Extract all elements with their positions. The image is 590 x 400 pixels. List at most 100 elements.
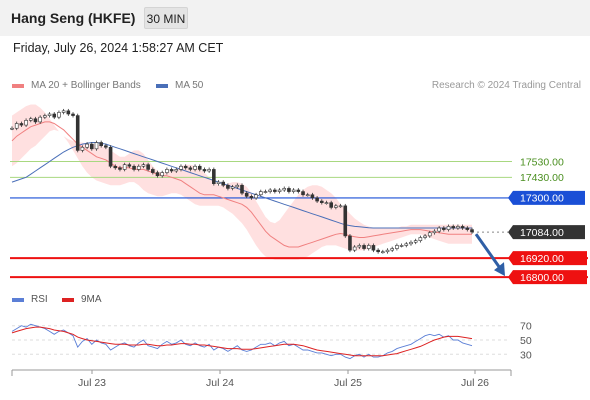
- candle-body: [99, 142, 103, 146]
- candle-body: [390, 248, 395, 251]
- legend-rsi: RSI: [12, 294, 48, 305]
- candle-body: [66, 110, 71, 115]
- bollinger-band: [12, 104, 472, 260]
- x-tick-label: Jul 26: [461, 377, 489, 389]
- x-tick-label: Jul 23: [78, 377, 106, 389]
- rsi-tick-70: 70: [520, 321, 532, 333]
- rsi-line: [11, 323, 473, 360]
- candle-body: [19, 123, 24, 126]
- candle-body: [244, 192, 249, 197]
- candle-body: [334, 205, 338, 208]
- instrument-title: Hang Seng (HKFE): [11, 10, 136, 26]
- candle-body: [385, 249, 390, 253]
- candle-body: [456, 226, 460, 229]
- ma50-legend-label: MA 50: [175, 80, 204, 91]
- candles: [10, 108, 474, 254]
- level-label-17430.00: 17430.00: [520, 172, 564, 184]
- candle-body: [141, 164, 146, 167]
- candle-body: [221, 181, 226, 186]
- candle-body: [305, 194, 310, 197]
- candle-body: [277, 189, 282, 192]
- ma20-swatch: [12, 83, 24, 88]
- candle-body: [122, 164, 127, 170]
- candle-body: [296, 189, 301, 192]
- level-label-16800.00: 16800.00: [520, 272, 564, 284]
- candle-body: [362, 245, 366, 249]
- candle-body: [249, 196, 254, 199]
- candle-body: [413, 240, 418, 243]
- candle-body: [38, 116, 42, 123]
- candle-body: [118, 167, 122, 170]
- interval-button[interactable]: 30 MIN: [144, 7, 188, 29]
- candle-body: [315, 197, 319, 202]
- ma50-swatch: [156, 83, 168, 88]
- candle-body: [451, 226, 456, 229]
- level-tag-16920.00: [508, 251, 587, 266]
- rsi-swatch: [12, 297, 24, 302]
- candle-body: [254, 194, 258, 199]
- forecast-arrow-shaft: [474, 233, 502, 269]
- candle-body: [193, 165, 197, 170]
- level-label-16920.00: 16920.00: [520, 253, 564, 265]
- candle-body: [263, 191, 268, 193]
- candle-body: [207, 169, 211, 172]
- candle-body: [226, 184, 230, 189]
- rsi-tick-50: 50: [520, 335, 532, 347]
- rsi-ma-swatch: [62, 297, 74, 302]
- header-bar: Hang Seng (HKFE) 30 MIN: [0, 0, 590, 36]
- candle-body: [52, 113, 57, 118]
- candle-body: [460, 226, 465, 229]
- legend-ma20: MA 20 + Bollinger Bands: [12, 80, 141, 91]
- candle-body: [212, 169, 216, 184]
- candle-body: [427, 232, 432, 237]
- candle-body: [291, 189, 296, 192]
- candle-body: [71, 113, 75, 116]
- candle-body: [10, 127, 14, 130]
- ma20-legend-label: MA 20 + Bollinger Bands: [31, 80, 141, 91]
- candle-body: [343, 205, 348, 237]
- candle-body: [258, 191, 263, 196]
- candle-body: [80, 146, 85, 151]
- candle-body: [108, 146, 113, 167]
- candle-body: [216, 181, 221, 184]
- level-tag-16800.00: [508, 270, 587, 285]
- ma20-line: [11, 121, 472, 248]
- candle-body: [179, 165, 183, 170]
- candle-body: [310, 194, 315, 199]
- rsi-legend-label: RSI: [31, 294, 48, 305]
- candle-body: [94, 142, 99, 150]
- candle-body: [273, 189, 277, 192]
- level-label-17530.00: 17530.00: [520, 156, 564, 168]
- candle-body: [348, 235, 352, 251]
- candle-body: [28, 118, 33, 121]
- candle-body: [155, 172, 160, 177]
- candle-body: [14, 123, 19, 129]
- legend-ma50: MA 50: [156, 80, 203, 91]
- candle-body: [197, 165, 202, 170]
- candle-body: [423, 235, 427, 238]
- candle-body: [282, 188, 287, 191]
- legend-rsi-ma: 9MA: [62, 294, 102, 305]
- candle-body: [470, 229, 474, 233]
- candle-body: [160, 172, 165, 177]
- candle-body: [230, 186, 235, 189]
- candle-body: [268, 189, 272, 192]
- candle-body: [437, 227, 441, 232]
- candle-body: [188, 167, 193, 170]
- rsi-ma-legend-label: 9MA: [81, 294, 102, 305]
- datetime-label: Friday, July 26, 2024 1:58:27 AM CET: [13, 41, 224, 55]
- candle-body: [165, 169, 169, 173]
- candle-body: [43, 115, 47, 118]
- candle-body: [409, 241, 413, 245]
- candle-body: [240, 184, 244, 194]
- candle-body: [381, 251, 385, 254]
- candle-body: [127, 164, 132, 167]
- candle-body: [329, 202, 333, 208]
- rsi-ma-line: [11, 326, 473, 357]
- candle-body: [399, 245, 404, 247]
- candle-body: [202, 169, 207, 172]
- candle-body: [366, 245, 371, 249]
- candle-body: [319, 200, 324, 203]
- candle-body: [33, 118, 38, 123]
